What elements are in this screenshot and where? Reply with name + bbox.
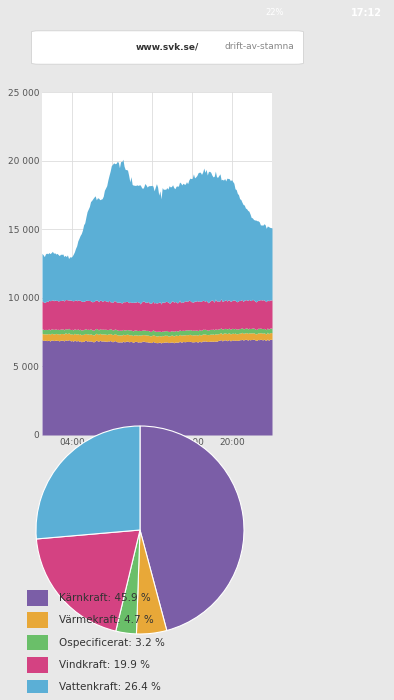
Text: Vindkraft: 19.9 %: Vindkraft: 19.9 % bbox=[59, 660, 150, 670]
Text: Vattenkraft: 26.4 %: Vattenkraft: 26.4 % bbox=[59, 682, 161, 692]
Text: Kärnkraft: 45.9 %: Kärnkraft: 45.9 % bbox=[59, 593, 151, 603]
Text: 22%: 22% bbox=[265, 8, 284, 17]
Text: Ospecificerat: 3.2 %: Ospecificerat: 3.2 % bbox=[59, 638, 165, 648]
Wedge shape bbox=[116, 530, 140, 634]
Wedge shape bbox=[36, 530, 140, 631]
Wedge shape bbox=[136, 530, 167, 634]
Text: drift-av-stamna: drift-av-stamna bbox=[225, 42, 294, 51]
Bar bbox=[27, 612, 48, 628]
Wedge shape bbox=[36, 426, 140, 539]
Bar bbox=[27, 635, 48, 650]
Text: www.svk.se/: www.svk.se/ bbox=[136, 42, 199, 51]
Wedge shape bbox=[140, 426, 244, 631]
Bar bbox=[27, 590, 48, 606]
Text: 17:12: 17:12 bbox=[351, 8, 382, 18]
Text: Värmekraft: 4.7 %: Värmekraft: 4.7 % bbox=[59, 615, 153, 625]
FancyBboxPatch shape bbox=[32, 31, 303, 64]
Bar bbox=[27, 657, 48, 673]
Bar bbox=[27, 680, 48, 695]
